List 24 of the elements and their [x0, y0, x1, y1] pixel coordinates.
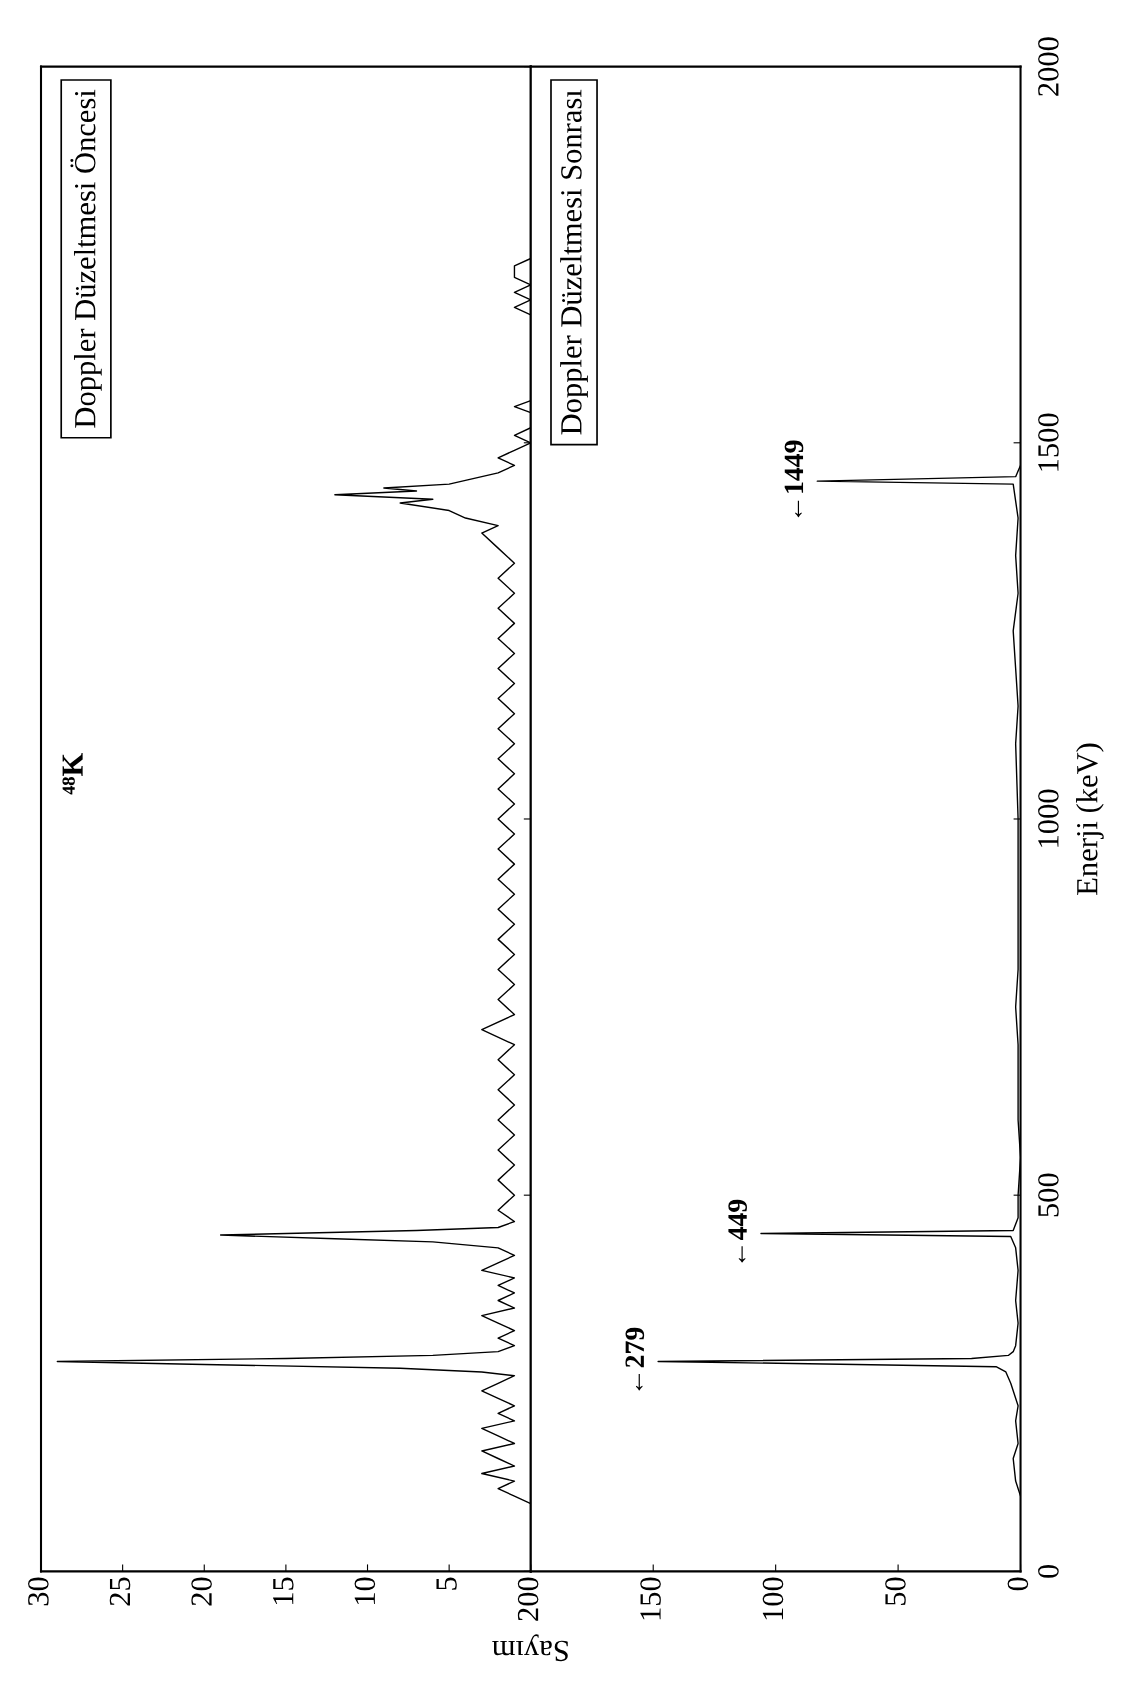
y-tick-label: 0	[1038, 1564, 1059, 1578]
x-tick-label: 100	[762, 1577, 784, 1620]
x-tick-label: 150	[640, 1577, 661, 1620]
annotation: ←449	[728, 1199, 747, 1263]
x-tick-label: 30	[28, 1577, 49, 1606]
y-axis-title: Enerji (keV)	[1076, 743, 1104, 895]
y-tick-label: 1500	[1038, 413, 1059, 471]
y-tick-label: 500	[1038, 1173, 1059, 1217]
x-tick-label: 50	[885, 1577, 906, 1605]
x-tick-label: 10	[354, 1577, 376, 1605]
y-tick-label: 1000	[1038, 789, 1059, 847]
text: Doppler Düzeltmesi Sonrası	[560, 89, 588, 435]
text: Doppler Düzeltmesi Öncesi	[70, 89, 102, 428]
x-tick-label: 25	[109, 1577, 131, 1606]
x-axis-title: Sayım	[492, 1634, 568, 1662]
y-tick-label: 2000	[1038, 37, 1059, 96]
x-tick-label: 200	[517, 1577, 539, 1621]
annotation: ←279	[625, 1327, 645, 1391]
annotation: ←1449	[784, 440, 804, 518]
x-tick-label: 20	[191, 1577, 212, 1606]
annotation: ⁴⁸K	[62, 753, 83, 795]
x-tick-label: 5	[436, 1577, 457, 1590]
x-tick-label: 0	[1007, 1577, 1029, 1591]
x-tick-label: 15	[273, 1577, 294, 1605]
